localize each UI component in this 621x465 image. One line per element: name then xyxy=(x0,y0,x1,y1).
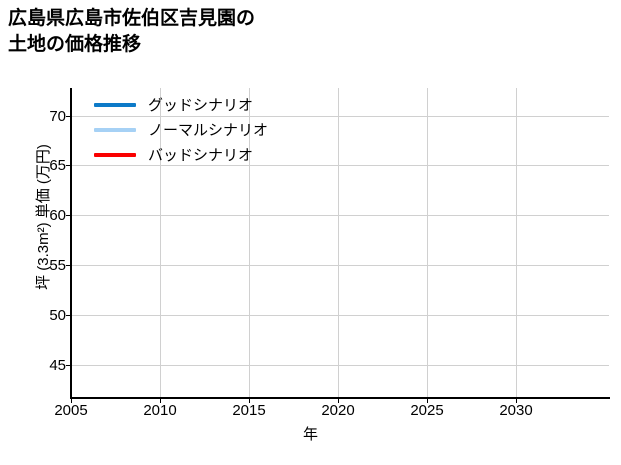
legend-label-normal: ノーマルシナリオ xyxy=(148,122,269,139)
x-tick-label: 2015 xyxy=(232,402,266,419)
legend-item-good: グッドシナリオ xyxy=(94,92,309,117)
y-tick-label: 60 xyxy=(49,207,66,224)
gridline-y-70 xyxy=(71,116,609,117)
gridline-x-2020 xyxy=(338,88,339,398)
y-tick-label: 45 xyxy=(49,357,66,374)
y-tick-label: 70 xyxy=(49,108,66,125)
x-tick-label: 2020 xyxy=(321,402,355,419)
gridline-y-65 xyxy=(71,165,609,166)
gridline-x-2025 xyxy=(427,88,428,398)
x-tick-mark xyxy=(338,399,339,403)
x-tick-mark xyxy=(249,399,250,403)
gridline-x-2015 xyxy=(249,88,250,398)
y-tick-mark xyxy=(66,116,70,117)
y-tick-mark xyxy=(66,265,70,266)
x-axis-spine xyxy=(70,397,610,399)
gridline-y-60 xyxy=(71,215,609,216)
gridline-x-2030 xyxy=(516,88,517,398)
y-axis-spine xyxy=(70,88,72,399)
x-tick-mark xyxy=(160,399,161,403)
x-axis-label: 年 xyxy=(302,426,318,443)
y-tick-label: 55 xyxy=(49,257,66,274)
gridline-x-2010 xyxy=(160,88,161,398)
legend-label-bad: バッドシナリオ xyxy=(148,147,254,164)
y-axis-label: 坪 (3.3m²) 単価 (万円) xyxy=(35,144,52,290)
legend-swatch-normal xyxy=(94,127,136,132)
y-tick-mark xyxy=(66,215,70,216)
legend-label-good: グッドシナリオ xyxy=(148,97,254,114)
y-tick-mark xyxy=(66,365,70,366)
legend-item-bad: バッドシナリオ xyxy=(94,142,309,167)
x-tick-label: 2010 xyxy=(143,402,177,419)
chart-title: 広島県広島市佐伯区吉見園の 土地の価格推移 xyxy=(8,8,256,55)
x-tick-mark xyxy=(427,399,428,403)
gridline-y-50 xyxy=(71,315,609,316)
gridline-y-45 xyxy=(71,365,609,366)
y-tick-label: 65 xyxy=(49,157,66,174)
y-tick-label: 50 xyxy=(49,307,66,324)
x-tick-label: 2005 xyxy=(54,402,88,419)
legend-swatch-bad xyxy=(94,152,136,157)
x-tick-mark xyxy=(516,399,517,403)
x-tick-mark xyxy=(71,399,72,403)
y-tick-labels: 70 65 60 55 50 45 xyxy=(18,0,66,465)
y-axis-label-wrapper: 坪 (3.3m²) 単価 (万円) xyxy=(32,77,56,357)
y-tick-mark xyxy=(66,165,70,166)
legend-swatch-good xyxy=(94,102,136,107)
x-tick-label: 2025 xyxy=(410,402,444,419)
legend-item-normal: ノーマルシナリオ xyxy=(94,117,309,142)
plot-area xyxy=(71,88,609,398)
x-tick-label: 2030 xyxy=(499,402,533,419)
gridline-y-55 xyxy=(71,265,609,266)
chart-legend: グッドシナリオ ノーマルシナリオ バッドシナリオ xyxy=(94,92,309,167)
y-tick-mark xyxy=(66,315,70,316)
